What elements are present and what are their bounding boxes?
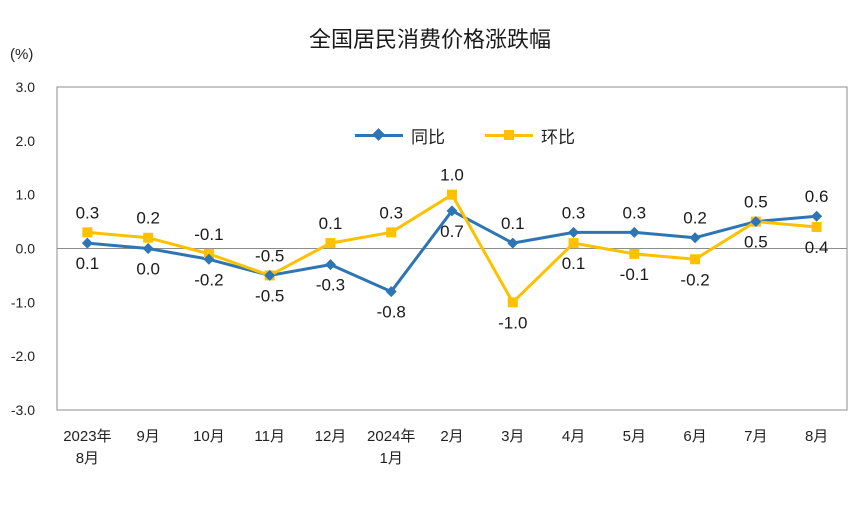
data-point-yoy	[385, 286, 397, 298]
legend-swatch-yoy	[355, 125, 403, 145]
x-tick-label: 8月	[76, 450, 99, 467]
data-point-mom	[568, 238, 579, 249]
chart-title: 全国居民消费价格涨跌幅	[308, 28, 551, 53]
data-point-mom	[82, 227, 93, 238]
x-tick-label: 8月	[805, 428, 828, 445]
data-label-yoy: 0.1	[501, 214, 525, 233]
x-tick-label: 12月	[315, 428, 347, 445]
legend-label-yoy: 同比	[411, 127, 445, 148]
legend: 同比 环比	[355, 123, 615, 148]
data-label-mom: -0.1	[194, 225, 223, 244]
x-tick-label: 4月	[562, 428, 585, 445]
y-axis-unit: (%)	[10, 46, 34, 63]
data-point-mom	[690, 254, 701, 265]
data-label-yoy: -0.2	[194, 270, 223, 289]
data-label-mom: 1.0	[440, 166, 464, 185]
data-label-yoy: -0.8	[377, 303, 406, 322]
x-tick-label: 10月	[193, 428, 225, 445]
data-point-yoy	[446, 205, 458, 217]
legend-item-mom: 环比	[485, 123, 575, 148]
data-label-mom: -0.2	[680, 270, 709, 289]
data-label-yoy: 0.7	[440, 222, 464, 241]
data-point-mom	[143, 232, 154, 243]
y-tick-label: 3.0	[16, 79, 36, 95]
legend-swatch-mom	[485, 125, 533, 145]
y-tick-label: -3.0	[11, 402, 35, 418]
data-label-yoy: 0.3	[622, 203, 646, 222]
data-point-mom	[386, 227, 397, 238]
data-point-yoy	[750, 216, 762, 228]
data-point-mom	[447, 189, 457, 200]
data-label-yoy: -0.5	[255, 286, 284, 305]
data-point-yoy	[142, 243, 154, 254]
y-tick-label: -2.0	[11, 348, 35, 364]
data-label-yoy: 0.1	[76, 254, 100, 273]
data-label-mom: -0.1	[620, 265, 649, 284]
legend-item-yoy: 同比	[355, 123, 445, 148]
x-tick-label: 2月	[440, 428, 463, 445]
data-label-mom: -0.5	[255, 246, 284, 265]
data-point-yoy	[628, 226, 640, 238]
data-point-mom	[811, 221, 822, 232]
data-label-yoy: 0.2	[683, 209, 707, 228]
data-point-yoy	[689, 232, 701, 244]
data-point-yoy	[81, 237, 93, 249]
data-label-mom: 0.1	[319, 214, 343, 233]
data-label-yoy: -0.3	[316, 276, 345, 295]
data-label-yoy: 0.6	[805, 187, 829, 206]
data-label-mom: 0.2	[136, 209, 160, 228]
y-tick-label: 2.0	[16, 133, 36, 149]
x-tick-label: 9月	[136, 428, 159, 445]
data-label-yoy: 0.5	[744, 233, 768, 252]
data-label-mom: 0.3	[379, 203, 403, 222]
data-point-yoy	[264, 269, 276, 281]
y-tick-label: 0.0	[16, 241, 36, 257]
data-point-yoy	[324, 259, 336, 271]
data-label-mom: 0.5	[744, 193, 768, 212]
x-tick-label: 1月	[380, 450, 403, 467]
data-point-mom	[507, 297, 518, 308]
x-tick-label: 11月	[254, 428, 285, 445]
data-point-mom	[629, 248, 640, 259]
data-label-mom: 0.4	[805, 238, 829, 257]
data-point-yoy	[568, 226, 580, 238]
data-point-yoy	[507, 237, 519, 249]
y-tick-label: 1.0	[16, 187, 36, 203]
data-label-mom: -1.0	[498, 313, 527, 332]
data-point-yoy	[203, 253, 215, 265]
data-label-yoy: 0.0	[136, 260, 160, 279]
square-marker-icon	[504, 130, 514, 140]
data-point-yoy	[811, 210, 823, 222]
data-label-mom: 0.3	[76, 203, 100, 222]
x-tick-label: 2024年	[367, 428, 415, 445]
data-label-mom: 0.1	[562, 254, 586, 273]
legend-label-mom: 环比	[541, 127, 575, 148]
data-label-yoy: 0.3	[562, 203, 586, 222]
x-tick-label: 6月	[683, 428, 706, 445]
x-tick-label: 3月	[501, 428, 524, 445]
x-tick-label: 5月	[623, 428, 646, 445]
x-tick-label: 7月	[744, 428, 767, 445]
data-point-mom	[325, 238, 336, 249]
x-tick-label: 2023年	[63, 428, 111, 445]
y-tick-label: -1.0	[11, 294, 35, 310]
